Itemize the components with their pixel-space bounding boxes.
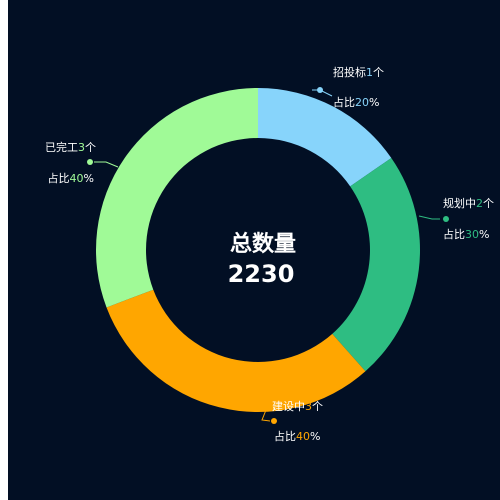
label-dot-0 bbox=[317, 87, 323, 93]
slice-label-percent-0: 占比20% bbox=[333, 95, 379, 109]
slice-label-percent-1: 占比30% bbox=[443, 227, 489, 241]
label-dot-3 bbox=[87, 159, 93, 165]
slices-layer bbox=[96, 88, 421, 413]
center-title: 总数量 bbox=[230, 231, 296, 257]
slice-3[interactable] bbox=[96, 88, 258, 308]
leader-line-2 bbox=[261, 409, 271, 422]
slice-label-name-0: 招投标1个 bbox=[333, 65, 384, 79]
slice-label-name-2: 建设中3个 bbox=[272, 399, 323, 413]
leader-line-1 bbox=[418, 215, 440, 220]
slice-2[interactable] bbox=[106, 289, 366, 413]
center-total: 2230 bbox=[228, 260, 295, 288]
label-dot-1 bbox=[443, 216, 449, 222]
label-dot-2 bbox=[271, 418, 277, 424]
slice-0[interactable] bbox=[258, 88, 392, 187]
slice-1[interactable] bbox=[332, 157, 421, 372]
slice-label-name-3: 已完工3个 bbox=[45, 140, 96, 154]
slice-label-name-1: 规划中2个 bbox=[443, 196, 494, 210]
leader-line-3 bbox=[94, 161, 119, 168]
slice-label-percent-2: 占比40% bbox=[274, 429, 320, 443]
slice-label-percent-3: 占比40% bbox=[48, 171, 94, 185]
